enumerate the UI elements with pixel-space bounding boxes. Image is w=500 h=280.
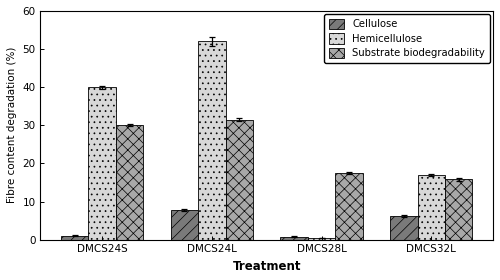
Bar [308, 238, 336, 240]
Bar [226, 120, 253, 240]
Bar [116, 125, 143, 240]
Bar [280, 237, 308, 240]
Bar [88, 87, 116, 240]
Y-axis label: Fibre content degradation (%): Fibre content degradation (%) [7, 47, 17, 204]
Bar [61, 236, 88, 240]
Bar [418, 175, 445, 240]
Bar [390, 216, 417, 240]
Bar [198, 41, 226, 240]
X-axis label: Treatment: Treatment [232, 260, 301, 273]
Bar [171, 210, 198, 240]
Legend: Cellulose, Hemicellulose, Substrate biodegradability: Cellulose, Hemicellulose, Substrate biod… [324, 14, 490, 64]
Bar [445, 179, 472, 240]
Bar [336, 173, 363, 240]
